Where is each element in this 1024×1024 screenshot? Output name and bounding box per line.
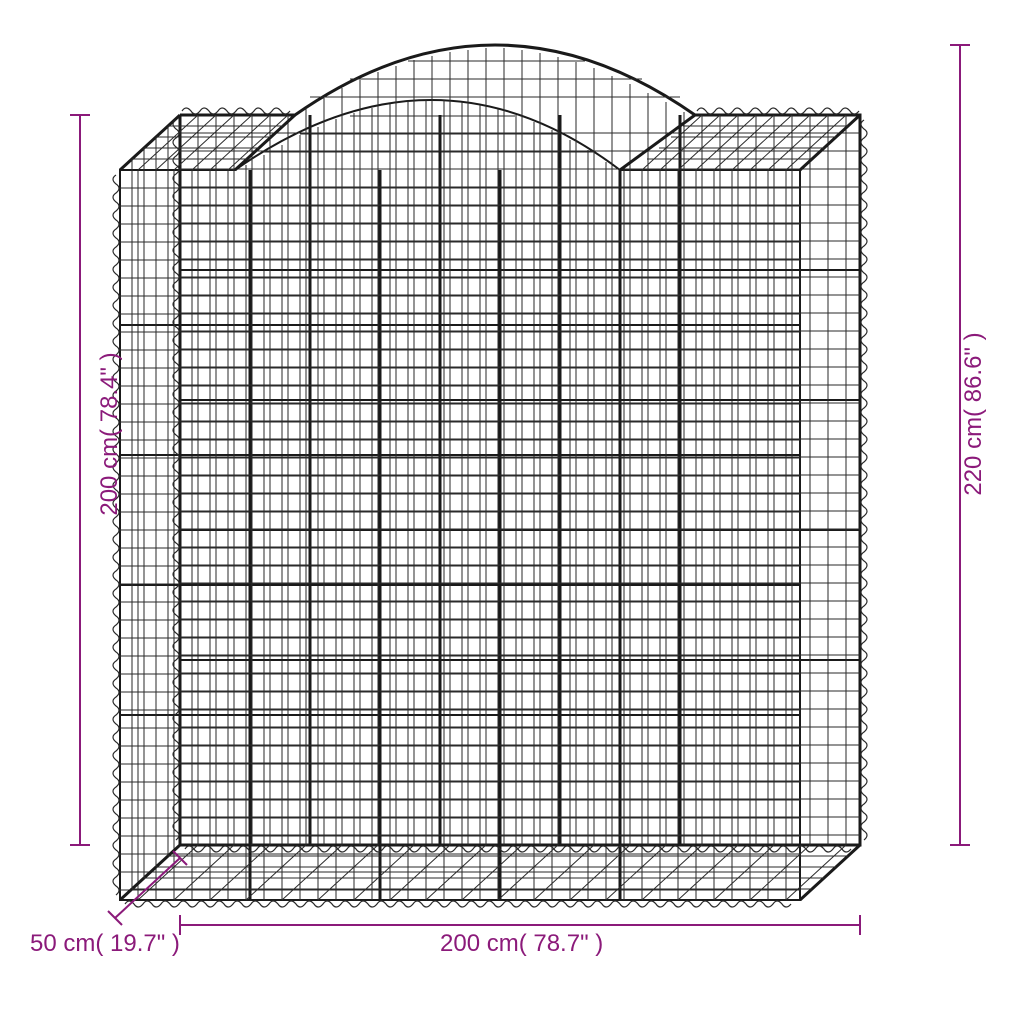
dimension-height-left: 200 cm( 78.4" )	[96, 324, 124, 544]
product-dimension-diagram: 200 cm( 78.4" ) 220 cm( 86.6" ) 200 cm( …	[0, 0, 1024, 1024]
dimension-width: 200 cm( 78.7" )	[440, 930, 603, 958]
dimension-height-right: 220 cm( 86.6" )	[960, 304, 988, 524]
back-face	[120, 100, 800, 900]
diagram-svg	[0, 0, 1024, 1024]
dimension-depth: 50 cm( 19.7" )	[30, 930, 180, 958]
top-face	[132, 115, 848, 170]
left-side	[132, 126, 168, 889]
spiral-bindings	[113, 108, 867, 907]
dimension-lines	[70, 45, 970, 935]
